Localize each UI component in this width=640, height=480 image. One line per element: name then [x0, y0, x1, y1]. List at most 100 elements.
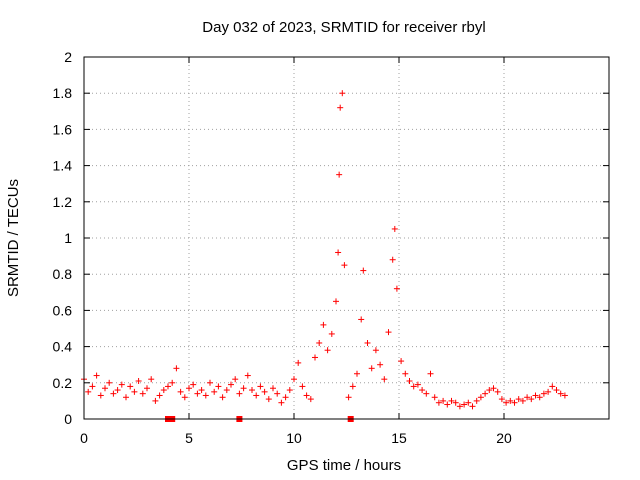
y-tick-label: 1	[64, 230, 72, 246]
data-point	[299, 383, 306, 390]
data-point	[406, 377, 413, 384]
data-point	[557, 390, 564, 397]
data-point	[244, 372, 251, 379]
x-tick-label: 15	[391, 430, 407, 446]
data-point	[89, 383, 96, 390]
data-point	[85, 388, 92, 395]
data-point	[261, 388, 268, 395]
y-tick-label: 0.8	[53, 266, 73, 282]
data-point	[337, 104, 344, 111]
data-point	[349, 383, 356, 390]
data-point	[532, 392, 539, 399]
data-point	[391, 225, 398, 232]
data-point	[219, 394, 226, 401]
data-point	[186, 385, 192, 392]
data-point	[336, 171, 343, 178]
data-point	[303, 392, 310, 399]
data-point	[131, 388, 138, 395]
data-point	[202, 392, 209, 399]
data-point	[118, 381, 125, 388]
data-point	[102, 385, 108, 392]
data-point	[165, 383, 171, 390]
data-point	[524, 394, 531, 401]
y-tick-label: 0.6	[53, 302, 73, 318]
data-point	[93, 372, 100, 379]
x-tick-label: 5	[185, 430, 193, 446]
data-point	[431, 394, 438, 401]
data-point	[507, 397, 514, 404]
data-point	[190, 381, 197, 388]
data-point	[232, 376, 239, 383]
data-point	[435, 399, 442, 406]
y-tick-label: 1.2	[53, 194, 73, 210]
data-point	[328, 330, 335, 337]
data-point	[486, 387, 493, 394]
data-point	[333, 298, 339, 305]
data-point	[110, 390, 117, 397]
x-tick-label: 20	[496, 430, 512, 446]
data-point	[377, 361, 384, 368]
data-point	[494, 388, 501, 395]
data-point	[549, 383, 556, 390]
data-point	[368, 365, 375, 372]
data-point	[265, 396, 272, 403]
data-point	[511, 399, 518, 406]
data-point	[372, 347, 379, 354]
data-point	[393, 285, 400, 292]
data-point	[127, 383, 134, 390]
y-tick-label: 0.2	[53, 375, 73, 391]
data-point	[211, 388, 218, 395]
data-point	[249, 387, 255, 394]
data-point	[215, 383, 222, 390]
y-tick-label: 0	[64, 411, 72, 427]
x-tick-label: 0	[80, 430, 88, 446]
y-axis-ticks: 0 0.2 0.4 0.6 0.8 1 1.2 1.4 1.6 1.8 2	[53, 49, 609, 427]
data-point	[354, 370, 360, 377]
data-point	[295, 359, 302, 366]
data-point	[448, 397, 455, 404]
data-point	[358, 316, 365, 323]
data-point	[282, 394, 289, 401]
data-point	[312, 354, 318, 361]
data-point	[536, 394, 543, 401]
data-point	[324, 347, 331, 354]
data-point	[181, 394, 188, 401]
data-point	[291, 376, 297, 383]
data-point	[198, 387, 205, 394]
data-point	[545, 388, 552, 395]
data-point	[228, 381, 234, 388]
data-point	[286, 387, 293, 394]
y-tick-label: 0.4	[53, 339, 73, 355]
y-tick-label: 1.8	[53, 85, 73, 101]
data-point	[515, 396, 522, 403]
data-point	[270, 385, 276, 392]
data-point	[528, 396, 535, 403]
data-point	[381, 376, 388, 383]
data-point	[135, 377, 142, 384]
data-point	[456, 403, 463, 410]
data-point	[236, 390, 243, 397]
data-point	[414, 381, 421, 388]
data-point	[385, 329, 392, 336]
data-point	[427, 370, 434, 377]
data-point	[194, 390, 201, 397]
data-point	[335, 249, 342, 256]
data-point	[473, 397, 480, 404]
data-points	[81, 90, 568, 410]
data-point	[410, 383, 417, 390]
data-point	[398, 358, 405, 365]
data-point	[465, 399, 472, 406]
data-point	[561, 392, 568, 399]
data-point	[461, 401, 468, 408]
plot-frame	[83, 56, 610, 420]
data-point	[316, 339, 323, 346]
y-tick-label: 1.4	[53, 158, 73, 174]
data-point	[469, 403, 476, 410]
x-axis-title: GPS time / hours	[287, 457, 401, 474]
data-point	[257, 383, 264, 390]
data-point	[173, 365, 180, 372]
data-point	[169, 379, 176, 386]
data-point	[444, 401, 451, 408]
data-point	[223, 387, 230, 394]
data-point	[364, 339, 371, 346]
